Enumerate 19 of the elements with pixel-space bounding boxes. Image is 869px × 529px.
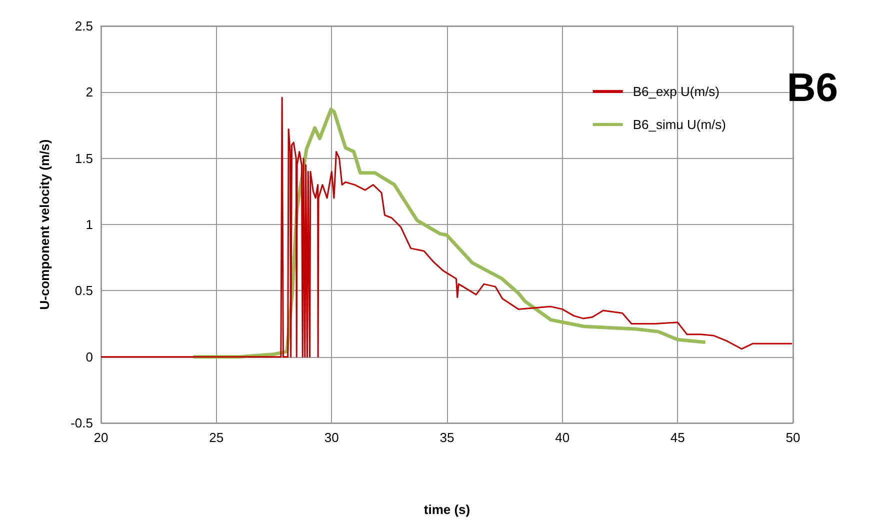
y-tick-label: 1: [86, 217, 93, 232]
y-tick-label: 2: [86, 84, 93, 100]
x-tick-label: 20: [94, 430, 108, 445]
legend-label: B6_exp U(m/s): [632, 84, 720, 99]
text: B6: [786, 66, 838, 110]
y-tick-label: 1.5: [74, 150, 93, 166]
x-tick-label: 45: [670, 430, 685, 445]
y-tick-label: -0.5: [70, 416, 93, 430]
y-tick-label: 0: [86, 349, 93, 364]
y-axis-title: U-component velocity (m/s): [37, 139, 52, 310]
y-tick-label: 0.5: [74, 283, 93, 298]
x-tick-label: 25: [209, 430, 224, 445]
x-tick-label: 30: [324, 430, 339, 445]
x-tick-label: 50: [786, 430, 800, 445]
x-tick-label: 40: [555, 430, 570, 445]
legend-label: B6_simu U(m/s): [632, 117, 726, 132]
x-tick-label: 35: [440, 430, 454, 445]
y-tick-label: 2.5: [74, 18, 93, 34]
x-axis-title: time (s): [424, 502, 470, 517]
